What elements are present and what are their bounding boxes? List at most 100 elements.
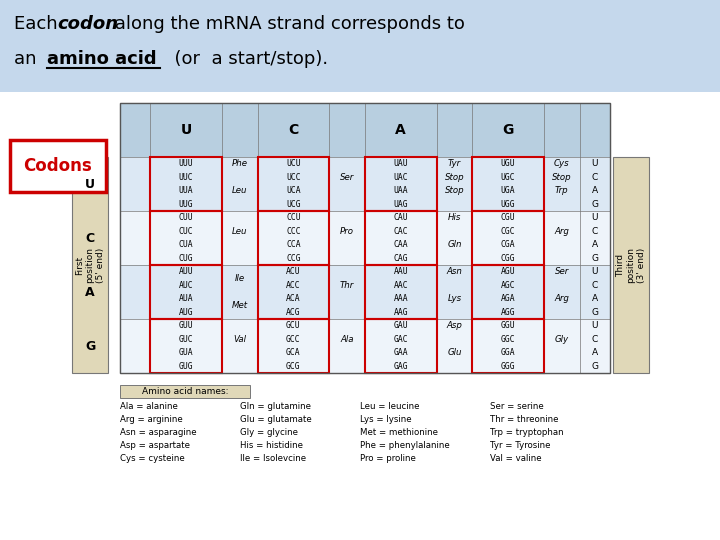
Text: UGA: UGA — [501, 186, 516, 195]
Text: CAA: CAA — [393, 240, 408, 249]
Text: GCG: GCG — [286, 362, 301, 371]
Text: Lys = lysine: Lys = lysine — [360, 415, 412, 424]
Text: GAC: GAC — [393, 335, 408, 344]
Bar — [258, 157, 329, 211]
Text: Ile = Isolevcine: Ile = Isolevcine — [240, 454, 306, 463]
Text: GGC: GGC — [501, 335, 516, 344]
Text: UAC: UAC — [393, 173, 408, 182]
Text: CAU: CAU — [393, 213, 408, 222]
Text: Glu: Glu — [447, 348, 462, 357]
Text: Trp = tryptophan: Trp = tryptophan — [490, 428, 564, 437]
Text: Stop: Stop — [445, 173, 464, 182]
Text: AUA: AUA — [179, 294, 194, 303]
Text: C: C — [592, 173, 598, 182]
Text: GCC: GCC — [286, 335, 301, 344]
Text: A: A — [592, 348, 598, 357]
Text: UGG: UGG — [501, 200, 516, 209]
Text: C: C — [592, 281, 598, 290]
Text: C: C — [288, 123, 299, 137]
Text: Met: Met — [232, 301, 248, 310]
Text: Trp: Trp — [555, 186, 569, 195]
Text: Thr: Thr — [340, 281, 354, 290]
Text: UAA: UAA — [393, 186, 408, 195]
Text: Glu = glutamate: Glu = glutamate — [240, 415, 312, 424]
Text: AUG: AUG — [179, 308, 194, 317]
Text: ACC: ACC — [286, 281, 301, 290]
Text: CGC: CGC — [501, 227, 516, 236]
Text: GAA: GAA — [393, 348, 408, 357]
Text: Gln = glutamine: Gln = glutamine — [240, 402, 311, 411]
Text: GGA: GGA — [501, 348, 516, 357]
Bar — [150, 265, 222, 319]
Text: UCU: UCU — [286, 159, 301, 168]
Text: CUU: CUU — [179, 213, 194, 222]
Text: Amino acid names:: Amino acid names: — [142, 387, 228, 396]
Text: A: A — [395, 123, 406, 137]
Bar — [365, 265, 436, 319]
Text: CCA: CCA — [286, 240, 301, 249]
Text: Codons: Codons — [24, 157, 92, 175]
Text: along the mRNA strand corresponds to: along the mRNA strand corresponds to — [109, 15, 465, 33]
Text: UAU: UAU — [393, 159, 408, 168]
Text: GGG: GGG — [501, 362, 516, 371]
Text: U: U — [592, 159, 598, 168]
Text: U: U — [85, 178, 95, 191]
Text: Thr = threonine: Thr = threonine — [490, 415, 559, 424]
Bar — [472, 157, 544, 211]
Text: (or  a start/stop).: (or a start/stop). — [163, 50, 328, 68]
Text: CUA: CUA — [179, 240, 194, 249]
Text: AAG: AAG — [393, 308, 408, 317]
Bar — [258, 265, 329, 319]
Text: Ile: Ile — [235, 274, 245, 283]
Text: C: C — [592, 227, 598, 236]
Text: G: G — [85, 340, 95, 353]
Text: UAG: UAG — [393, 200, 408, 209]
Text: GUC: GUC — [179, 335, 194, 344]
Text: UCG: UCG — [286, 200, 301, 209]
Bar — [10, 140, 106, 192]
Text: Gln: Gln — [447, 240, 462, 249]
Bar — [365, 211, 436, 265]
Text: G: G — [591, 200, 598, 209]
Text: Pro = proline: Pro = proline — [360, 454, 416, 463]
Text: A: A — [592, 240, 598, 249]
Text: AUU: AUU — [179, 267, 194, 276]
Text: Met = methionine: Met = methionine — [360, 428, 438, 437]
Text: U: U — [181, 123, 192, 137]
Text: Asn: Asn — [446, 267, 462, 276]
Text: ACA: ACA — [286, 294, 301, 303]
Text: AUC: AUC — [179, 281, 194, 290]
Bar — [72, 157, 108, 373]
Text: UCC: UCC — [286, 173, 301, 182]
Text: AGU: AGU — [501, 267, 516, 276]
Text: UUG: UUG — [179, 200, 194, 209]
Text: Leu = leucine: Leu = leucine — [360, 402, 420, 411]
Text: A: A — [592, 186, 598, 195]
Text: Ala = alanine: Ala = alanine — [120, 402, 178, 411]
Text: UUU: UUU — [179, 159, 194, 168]
Text: C: C — [86, 232, 94, 245]
Text: GUU: GUU — [179, 321, 194, 330]
Text: UGC: UGC — [501, 173, 516, 182]
Text: His = histidine: His = histidine — [240, 441, 303, 450]
Text: Cys = cysteine: Cys = cysteine — [120, 454, 185, 463]
Text: Leu: Leu — [232, 227, 248, 236]
Text: Ser = serine: Ser = serine — [490, 402, 544, 411]
Text: C: C — [592, 335, 598, 344]
Text: U: U — [592, 267, 598, 276]
Text: ACU: ACU — [286, 267, 301, 276]
Text: Arg = arginine: Arg = arginine — [120, 415, 183, 424]
Bar — [120, 103, 610, 373]
Text: His: His — [448, 213, 461, 222]
Text: Each: Each — [14, 15, 63, 33]
Text: CUC: CUC — [179, 227, 194, 236]
Text: CGU: CGU — [501, 213, 516, 222]
Bar — [0, 0, 720, 92]
Text: CCU: CCU — [286, 213, 301, 222]
Text: ACG: ACG — [286, 308, 301, 317]
Text: Stop: Stop — [552, 173, 572, 182]
Text: Ser: Ser — [340, 173, 354, 182]
Text: A: A — [592, 294, 598, 303]
Text: A: A — [85, 286, 95, 299]
Bar — [365, 157, 436, 211]
